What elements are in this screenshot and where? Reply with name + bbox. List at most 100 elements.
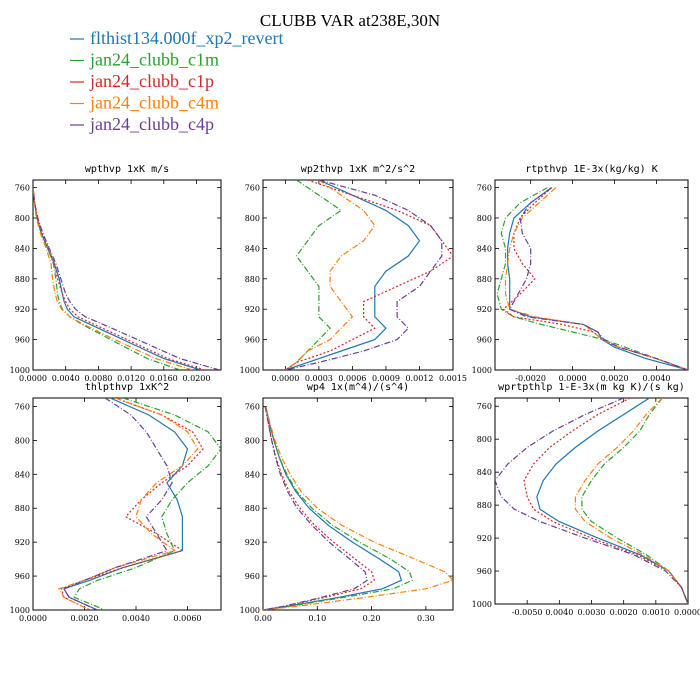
y-tick-label: 800 bbox=[477, 435, 492, 444]
y-tick-label: 880 bbox=[245, 504, 260, 513]
y-tick-label: 760 bbox=[477, 402, 492, 411]
x-tick-label: 0.0020 bbox=[71, 614, 99, 623]
y-tick-label: 960 bbox=[245, 572, 260, 581]
y-tick-label: 1000 bbox=[472, 366, 492, 375]
x-tick-label: 0.0015 bbox=[439, 374, 467, 383]
y-tick-label: 840 bbox=[245, 470, 260, 479]
legend-label: jan24_clubb_c1p bbox=[89, 71, 214, 91]
legend-label: jan24_clubb_c4p bbox=[89, 114, 214, 134]
y-tick-label: 920 bbox=[477, 305, 492, 314]
panel-title: wpthvp 1xK m/s bbox=[85, 164, 169, 175]
panels: wpthvp 1xK m/s76080084088092096010000.00… bbox=[10, 164, 700, 623]
legend: flthist134.000f_xp2_revertjan24_clubb_c1… bbox=[70, 28, 283, 134]
x-tick-label: 0.0040 bbox=[52, 374, 80, 383]
y-tick-label: 960 bbox=[15, 336, 30, 345]
series-line bbox=[285, 180, 421, 370]
series-line bbox=[507, 187, 688, 370]
y-tick-label: 960 bbox=[477, 567, 492, 576]
chart-panel: thlpthvp 1xK^276080084088092096010000.00… bbox=[10, 382, 222, 623]
y-tick-label: 960 bbox=[15, 572, 30, 581]
y-tick-label: 880 bbox=[15, 504, 30, 513]
y-tick-label: 800 bbox=[15, 214, 30, 223]
y-tick-label: 960 bbox=[477, 336, 492, 345]
y-tick-label: 1000 bbox=[240, 606, 260, 615]
x-tick-label: 0.0040 bbox=[545, 608, 573, 617]
y-tick-label: 1000 bbox=[472, 600, 492, 609]
legend-label: jan24_clubb_c1m bbox=[89, 50, 219, 70]
y-tick-label: 840 bbox=[477, 244, 492, 253]
x-tick-label: 0.00 bbox=[254, 614, 272, 623]
x-tick-label: 0.0012 bbox=[405, 374, 433, 383]
x-tick-label: 0.0000 bbox=[19, 614, 47, 623]
x-tick-label: 0.0000 bbox=[271, 374, 299, 383]
series-line bbox=[574, 398, 688, 604]
y-tick-label: 840 bbox=[15, 470, 30, 479]
series-line bbox=[285, 180, 453, 370]
y-tick-label: 920 bbox=[477, 534, 492, 543]
x-tick-label: 0.0000 bbox=[674, 608, 700, 617]
series-line bbox=[73, 398, 221, 610]
y-tick-label: 960 bbox=[245, 336, 260, 345]
series-line bbox=[33, 187, 205, 370]
x-tick-label: 0.0006 bbox=[338, 374, 366, 383]
y-tick-label: 760 bbox=[477, 184, 492, 193]
x-tick-label: 0.0040 bbox=[643, 374, 671, 383]
series-line bbox=[263, 406, 368, 610]
plot-frame bbox=[32, 179, 222, 371]
series-line bbox=[263, 406, 414, 610]
x-tick-label: 0.0080 bbox=[84, 374, 112, 383]
y-tick-label: 880 bbox=[15, 275, 30, 284]
x-tick-label: 0.10 bbox=[308, 614, 326, 623]
panel-title: wp2thvp 1xK m^2/s^2 bbox=[301, 164, 415, 175]
series-line bbox=[508, 187, 688, 370]
series-line bbox=[63, 398, 173, 610]
series-line bbox=[57, 398, 199, 610]
series-line bbox=[33, 187, 220, 370]
panel-title: wp4 1x(m^4)/(s^4) bbox=[307, 382, 409, 393]
series-line bbox=[62, 398, 189, 610]
series-line bbox=[263, 406, 376, 610]
panel-title: thlpthvp 1xK^2 bbox=[85, 382, 169, 393]
chart-panel: wpthvp 1xK m/s76080084088092096010000.00… bbox=[10, 164, 222, 383]
x-tick-label: 0.0160 bbox=[150, 374, 178, 383]
y-tick-label: 1000 bbox=[10, 606, 30, 615]
y-tick-label: 1000 bbox=[240, 366, 260, 375]
y-tick-label: 840 bbox=[477, 468, 492, 477]
x-tick-label: 0.0030 bbox=[578, 608, 606, 617]
plot-frame bbox=[494, 179, 689, 371]
y-tick-label: 760 bbox=[15, 184, 30, 193]
x-tick-label: 0.0040 bbox=[122, 614, 150, 623]
series-line bbox=[496, 187, 688, 370]
series-line bbox=[285, 180, 343, 370]
y-tick-label: 760 bbox=[245, 402, 260, 411]
y-tick-label: 800 bbox=[477, 214, 492, 223]
chart-panel: wp2thvp 1xK m^2/s^2 760 800 840 880 920 960 100… bbox=[240, 164, 467, 383]
chart-panel: wprtpthlp 1-E-3x(m kg K)/(s kg) 760 800 840… bbox=[472, 382, 700, 617]
figure-title: CLUBB VAR at238E,30N bbox=[260, 11, 440, 30]
x-tick-label: 0.0020 bbox=[601, 374, 629, 383]
y-tick-label: 800 bbox=[15, 436, 30, 445]
y-tick-label: 920 bbox=[245, 538, 260, 547]
series-line bbox=[285, 180, 376, 370]
x-tick-label: -0.0020 bbox=[515, 374, 546, 383]
y-tick-label: 880 bbox=[477, 275, 492, 284]
series-line bbox=[504, 187, 688, 370]
y-tick-label: 800 bbox=[245, 214, 260, 223]
series-line bbox=[502, 187, 688, 370]
x-tick-label: -0.0050 bbox=[512, 608, 543, 617]
x-tick-label: 0.0000 bbox=[19, 374, 47, 383]
y-tick-label: 920 bbox=[15, 305, 30, 314]
series-line bbox=[285, 180, 443, 370]
x-tick-label: 0.0120 bbox=[117, 374, 145, 383]
y-tick-label: 920 bbox=[15, 538, 30, 547]
panel-title: rtpthvp 1E-3x(kg/kg) K bbox=[525, 164, 657, 175]
chart-panel: wp4 1x(m^4)/(s^4)76080084088092096010000… bbox=[240, 382, 454, 623]
chart-panel: rtpthvp 1E-3x(kg/kg) K 760 800 840 880 920 960… bbox=[472, 164, 689, 383]
x-tick-label: 0.0020 bbox=[610, 608, 638, 617]
x-tick-label: 0.0000 bbox=[559, 374, 587, 383]
plot-frame bbox=[262, 179, 454, 371]
y-tick-label: 760 bbox=[245, 184, 260, 193]
y-tick-label: 1000 bbox=[10, 366, 30, 375]
x-tick-label: 0.0009 bbox=[372, 374, 400, 383]
